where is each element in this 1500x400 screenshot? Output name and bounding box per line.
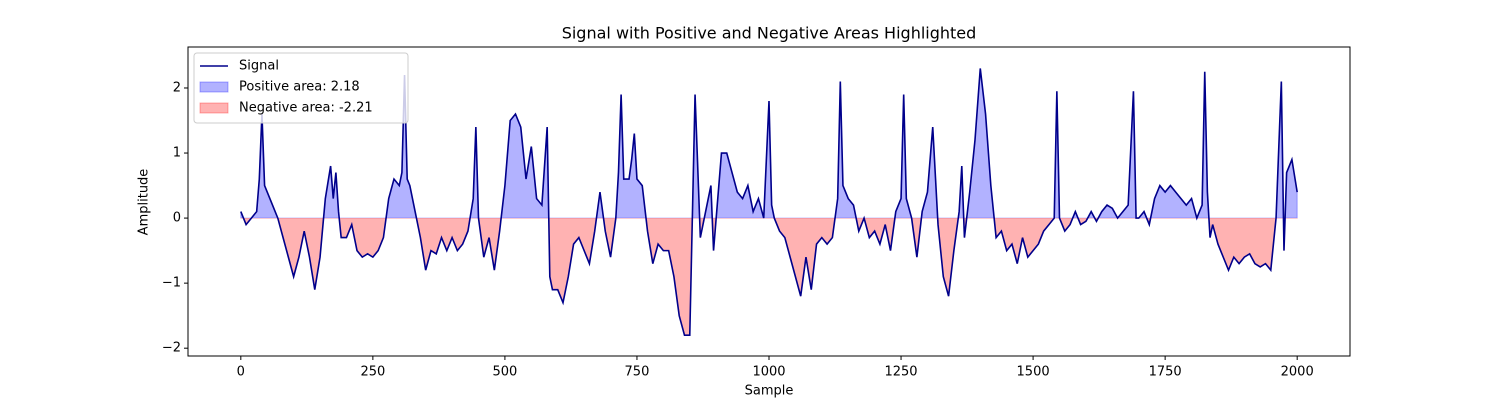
fill-area	[240, 218, 1298, 336]
y-tick-label: 0	[173, 211, 181, 226]
x-axis-label: Sample	[745, 384, 794, 399]
x-tick-label: 1000	[752, 365, 785, 380]
x-tick-label: 2000	[1281, 365, 1314, 380]
x-tick-label: 500	[492, 365, 517, 380]
y-axis-label: Amplitude	[137, 169, 152, 236]
x-tick-label: 1500	[1017, 365, 1050, 380]
x-tick-label: 750	[625, 365, 650, 380]
y-tick-label: −1	[162, 276, 181, 291]
legend-swatch	[199, 102, 229, 114]
legend-swatch	[199, 81, 229, 93]
y-tick-label: 2	[173, 80, 181, 95]
signal-line	[240, 68, 1298, 336]
y-tick-label: −2	[162, 341, 181, 356]
legend-box	[193, 52, 409, 124]
y-tick-label: 1	[173, 146, 181, 161]
legend-label: Positive area: 2.18	[239, 80, 360, 95]
x-tick-label: 1750	[1149, 365, 1182, 380]
legend-label: Signal	[239, 59, 279, 74]
x-tick-label: 1250	[884, 365, 917, 380]
legend-label: Negative area: -2.21	[239, 101, 373, 116]
x-tick-label: 0	[237, 365, 245, 380]
x-tick-label: 250	[360, 365, 385, 380]
chart-title: Signal with Positive and Negative Areas …	[562, 24, 977, 43]
